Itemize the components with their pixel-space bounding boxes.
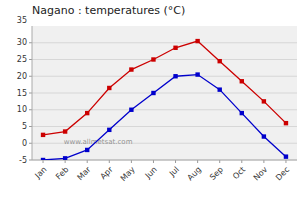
data-point [63,129,67,133]
data-point [85,111,89,115]
data-point [85,148,89,152]
plot-marks [41,39,288,160]
data-point [284,121,288,125]
data-point [173,74,177,78]
data-point [129,67,133,71]
tick-label: Mar [76,165,94,183]
tick-label: May [119,165,137,183]
tick-label: 0 [22,139,27,148]
grid-line [32,93,297,94]
tick-label: 30 [17,38,27,47]
data-point [262,134,266,138]
tick-label: 10 [17,105,27,114]
tick-label: Apr [99,165,116,182]
grid-line [32,76,297,77]
data-point [107,128,111,132]
tick-label: Sep [208,165,225,182]
tick-label: Feb [54,165,70,181]
tick-label: 5 [22,122,27,131]
plot-background [32,26,297,160]
data-point [284,154,288,158]
data-point [218,87,222,91]
tick-label: 20 [17,72,27,81]
tick-label: 25 [17,55,27,64]
data-point [151,91,155,95]
tick-label: Jan [33,165,49,181]
annotation: 35 [17,16,27,25]
grid-line [32,109,297,110]
title: Nagano : temperatures (°C) [32,4,185,17]
tick-label: -5 [19,156,27,165]
data-point [63,156,67,160]
data-point [41,133,45,137]
x-axis-line [32,160,297,161]
data-point [151,57,155,61]
data-point [240,111,244,115]
data-point [240,79,244,83]
tick-label: Aug [186,165,203,182]
tick-label: Jul [167,165,181,179]
tick-label: Dec [274,165,291,182]
tick-label: Jun [143,165,159,181]
grid-line [32,42,297,43]
tick-label: Nov [252,165,270,183]
data-point [195,39,199,43]
chart: -5 0 5 10 15 20 25 30 Jan Feb Mar AprMay Jun Jul Aug Se… [0,0,305,200]
series-line [43,75,286,160]
grid-line [32,59,297,60]
data-point [129,108,133,112]
y-axis-line [32,26,33,160]
data-point [218,59,222,63]
tick-label: 15 [17,89,27,98]
grid-line [32,160,297,161]
data-point [195,72,199,76]
data-point [41,158,45,160]
data-point [173,46,177,50]
data-point [262,99,266,103]
data-point [107,86,111,90]
tick-label: Oct [231,165,247,181]
